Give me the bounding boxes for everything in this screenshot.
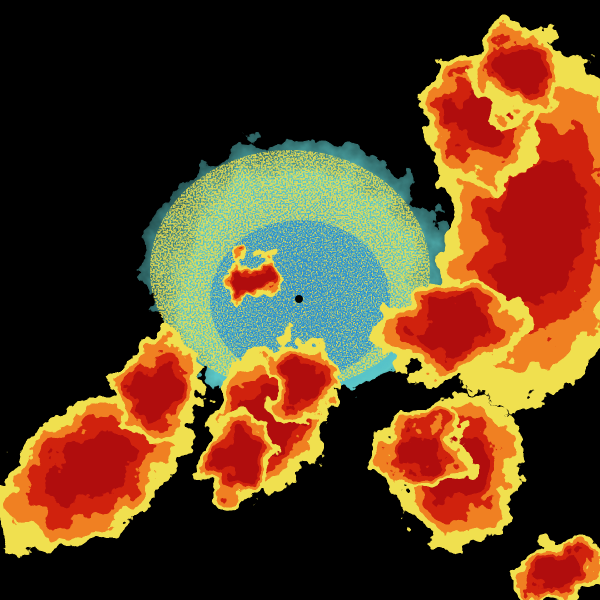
storm-cell	[414, 305, 486, 355]
storm-cell	[396, 430, 444, 470]
precipitation-cells	[0, 22, 600, 600]
radar-site-dot	[295, 295, 303, 303]
storm-cell	[220, 436, 260, 484]
storm-cell	[234, 266, 266, 294]
clear-air-echo	[145, 140, 445, 400]
storm-cell	[138, 362, 182, 418]
storm-cell	[280, 358, 320, 402]
storm-cell	[47, 433, 133, 507]
storm-cell	[494, 154, 586, 306]
storm-cell	[496, 46, 544, 94]
storm-cell	[536, 552, 584, 588]
